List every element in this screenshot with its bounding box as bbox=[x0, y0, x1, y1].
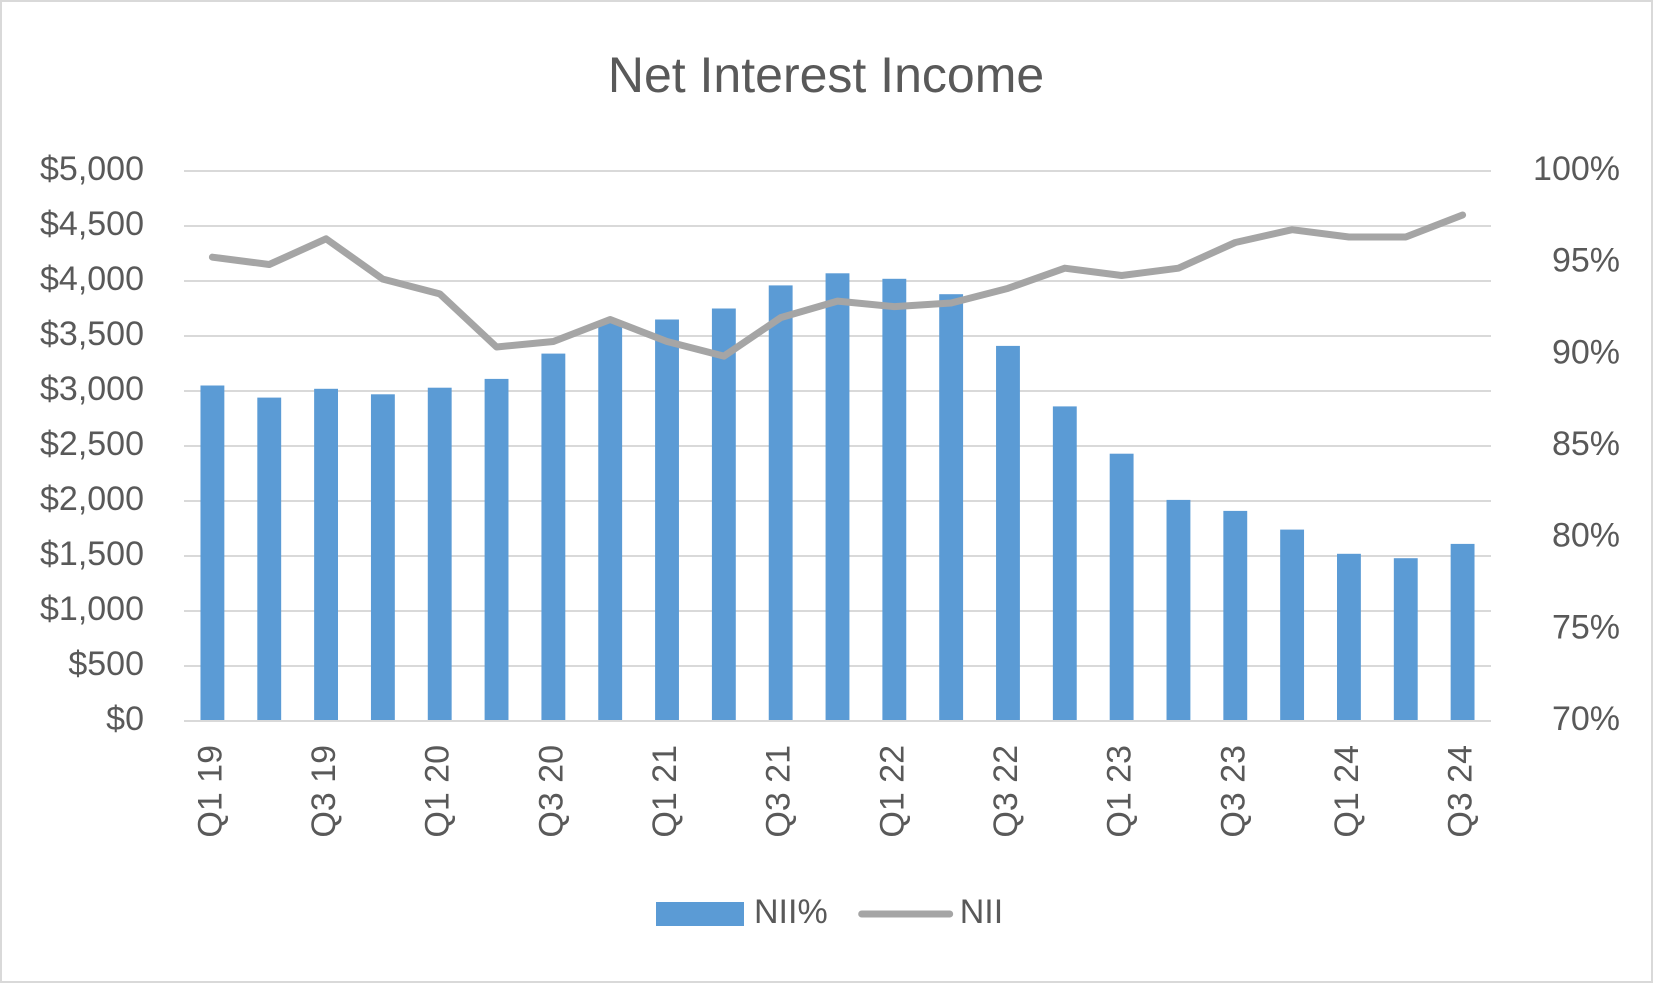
x-tick-label: Q1 22 bbox=[873, 745, 911, 838]
y-tick-label: $1,000 bbox=[40, 590, 144, 628]
x-tick-label: Q1 24 bbox=[1328, 745, 1366, 838]
y-tick-label: $2,500 bbox=[40, 425, 144, 463]
y-tick-label: $4,000 bbox=[40, 260, 144, 298]
x-tick-label: Q3 23 bbox=[1214, 745, 1252, 838]
y2-tick-label: 95% bbox=[1552, 242, 1620, 280]
bar bbox=[939, 294, 964, 721]
y-tick-label: $500 bbox=[68, 645, 144, 683]
chart-title: Net Interest Income bbox=[608, 47, 1044, 103]
y-tick-label: $4,500 bbox=[40, 205, 144, 243]
x-tick-label: Q3 19 bbox=[305, 745, 343, 838]
y2-tick-label: 85% bbox=[1552, 425, 1620, 463]
x-tick-label: Q1 20 bbox=[419, 745, 457, 838]
x-tick-label: Q3 22 bbox=[987, 745, 1025, 838]
bar bbox=[1223, 510, 1248, 721]
x-tick-label: Q3 21 bbox=[760, 745, 798, 838]
bar bbox=[257, 397, 282, 721]
bar bbox=[314, 388, 338, 721]
bar bbox=[598, 322, 623, 721]
y2-tick-label: 75% bbox=[1552, 608, 1620, 646]
bar bbox=[711, 308, 736, 721]
legend-label: NII% bbox=[754, 893, 828, 931]
bar bbox=[200, 385, 225, 721]
bar bbox=[1052, 406, 1077, 721]
y-tick-label: $5,000 bbox=[40, 150, 144, 188]
x-tick-label: Q3 20 bbox=[532, 745, 570, 838]
bar bbox=[370, 394, 395, 721]
bar bbox=[655, 319, 679, 721]
y-tick-label: $3,500 bbox=[40, 315, 144, 353]
y-tick-label: $3,000 bbox=[40, 370, 144, 408]
bar bbox=[1337, 553, 1361, 721]
y-tick-label: $1,500 bbox=[40, 535, 144, 573]
bar bbox=[427, 387, 452, 721]
bar bbox=[1166, 499, 1191, 721]
legend-label: NII bbox=[960, 893, 1003, 931]
bar bbox=[768, 285, 793, 721]
y-tick-label: $0 bbox=[106, 700, 144, 738]
y2-tick-label: 100% bbox=[1533, 150, 1620, 188]
x-tick-label: Q1 21 bbox=[646, 745, 684, 838]
bar bbox=[1450, 543, 1475, 721]
bar bbox=[882, 278, 907, 721]
bar bbox=[541, 353, 566, 721]
bar bbox=[1393, 558, 1418, 721]
y-tick-label: $2,000 bbox=[40, 480, 144, 518]
y2-tick-label: 90% bbox=[1552, 333, 1620, 371]
bar bbox=[1109, 453, 1134, 721]
x-tick-label: Q3 24 bbox=[1442, 745, 1480, 838]
bar bbox=[1280, 529, 1305, 721]
legend-swatch bbox=[656, 902, 744, 926]
y2-tick-label: 80% bbox=[1552, 517, 1620, 555]
x-tick-label: Q1 19 bbox=[191, 745, 229, 838]
x-tick-label: Q1 23 bbox=[1101, 745, 1139, 838]
line bbox=[208, 211, 1467, 360]
bar bbox=[825, 273, 850, 721]
bar bbox=[484, 378, 509, 721]
y2-tick-label: 70% bbox=[1552, 700, 1620, 738]
bar bbox=[996, 345, 1020, 721]
